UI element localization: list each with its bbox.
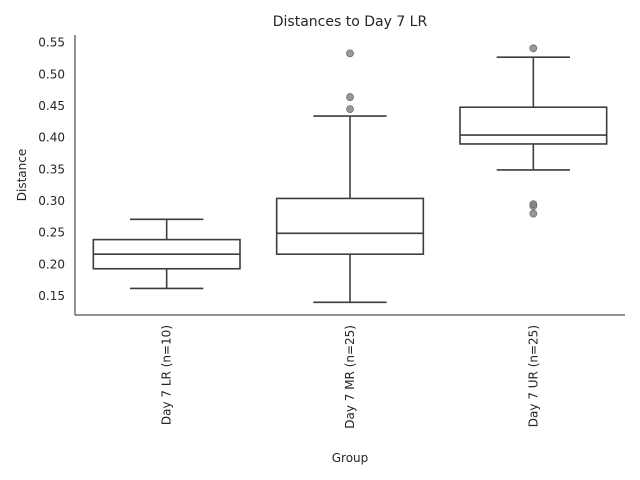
y-tick-label: 0.45 bbox=[38, 99, 65, 113]
x-axis-label: Group bbox=[332, 451, 369, 465]
outlier-point bbox=[346, 49, 354, 58]
y-tick-label: 0.35 bbox=[38, 162, 65, 176]
y-tick-label: 0.25 bbox=[38, 226, 65, 240]
x-tick-label: Day 7 MR (n=25) bbox=[343, 325, 357, 429]
outlier-point bbox=[529, 209, 538, 218]
y-axis-label: Distance bbox=[15, 149, 29, 201]
y-tick-label: 0.55 bbox=[38, 36, 65, 50]
y-tick-label: 0.20 bbox=[38, 257, 65, 271]
plot-area bbox=[92, 44, 608, 304]
outlier-point bbox=[346, 105, 354, 114]
y-tick-label: 0.30 bbox=[38, 194, 65, 208]
y-axis-ticks: 0.15 0.20 0.25 0.30 0.35 0.40 0.45 0.50 0.55 bbox=[38, 36, 65, 303]
iqr-box bbox=[459, 106, 608, 145]
outlier-point bbox=[529, 200, 538, 209]
box-group bbox=[459, 44, 608, 218]
x-tick-label: Day 7 LR (n=10) bbox=[160, 325, 174, 425]
y-tick-label: 0.15 bbox=[38, 289, 65, 303]
x-tick-label: Day 7 UR (n=25) bbox=[526, 325, 540, 427]
outlier-point bbox=[529, 44, 538, 53]
box-group bbox=[92, 218, 241, 290]
outlier-point bbox=[346, 93, 354, 101]
box-group bbox=[275, 49, 425, 304]
chart-title: Distances to Day 7 LR bbox=[273, 14, 428, 30]
y-tick-label: 0.40 bbox=[38, 131, 65, 145]
x-axis-ticks: Day 7 LR (n=10) Day 7 MR (n=25) Day 7 UR (… bbox=[160, 325, 541, 429]
y-tick-label: 0.50 bbox=[38, 67, 65, 81]
iqr-box bbox=[275, 197, 425, 255]
